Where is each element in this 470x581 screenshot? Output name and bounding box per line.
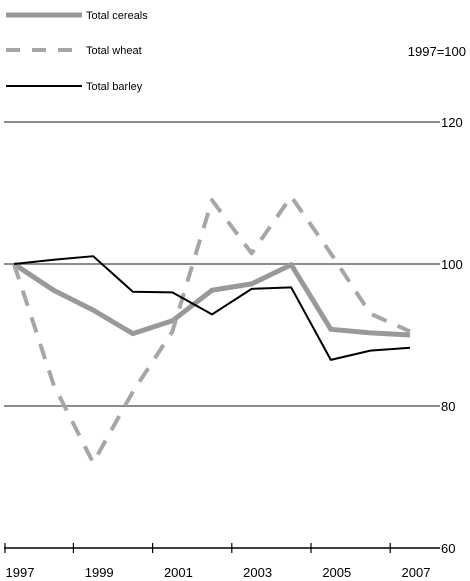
series-line-0 bbox=[12, 261, 411, 338]
y-tick-label: 60 bbox=[441, 541, 455, 556]
y-tick-label: 120 bbox=[441, 115, 463, 130]
x-tick-label: 1997 bbox=[6, 565, 35, 580]
legend-label: Total wheat bbox=[86, 45, 142, 57]
x-tick-label: 2001 bbox=[164, 565, 193, 580]
x-tick-label: 1999 bbox=[85, 565, 114, 580]
index-note: 1997=100 bbox=[408, 44, 466, 59]
y-tick-label: 100 bbox=[441, 257, 463, 272]
series-line-1 bbox=[12, 194, 411, 465]
series-line-2 bbox=[13, 255, 411, 361]
y-tick-label: 80 bbox=[441, 399, 455, 414]
series-layer bbox=[12, 194, 411, 465]
x-tick-labels: 1997 1999 2001 2003 2005 2007 bbox=[6, 565, 431, 580]
legend-label: Total cereals bbox=[86, 10, 148, 22]
y-tick-labels: 60 80 100 120 bbox=[441, 115, 463, 556]
x-tick-label: 2003 bbox=[243, 565, 272, 580]
legend: Total cereals Total wheat Total barley bbox=[6, 10, 148, 93]
x-tick-label: 2005 bbox=[322, 565, 351, 580]
legend-label: Total barley bbox=[86, 81, 143, 93]
x-axis bbox=[4, 543, 440, 553]
gridlines bbox=[4, 121, 440, 407]
x-tick-label: 2007 bbox=[402, 565, 431, 580]
